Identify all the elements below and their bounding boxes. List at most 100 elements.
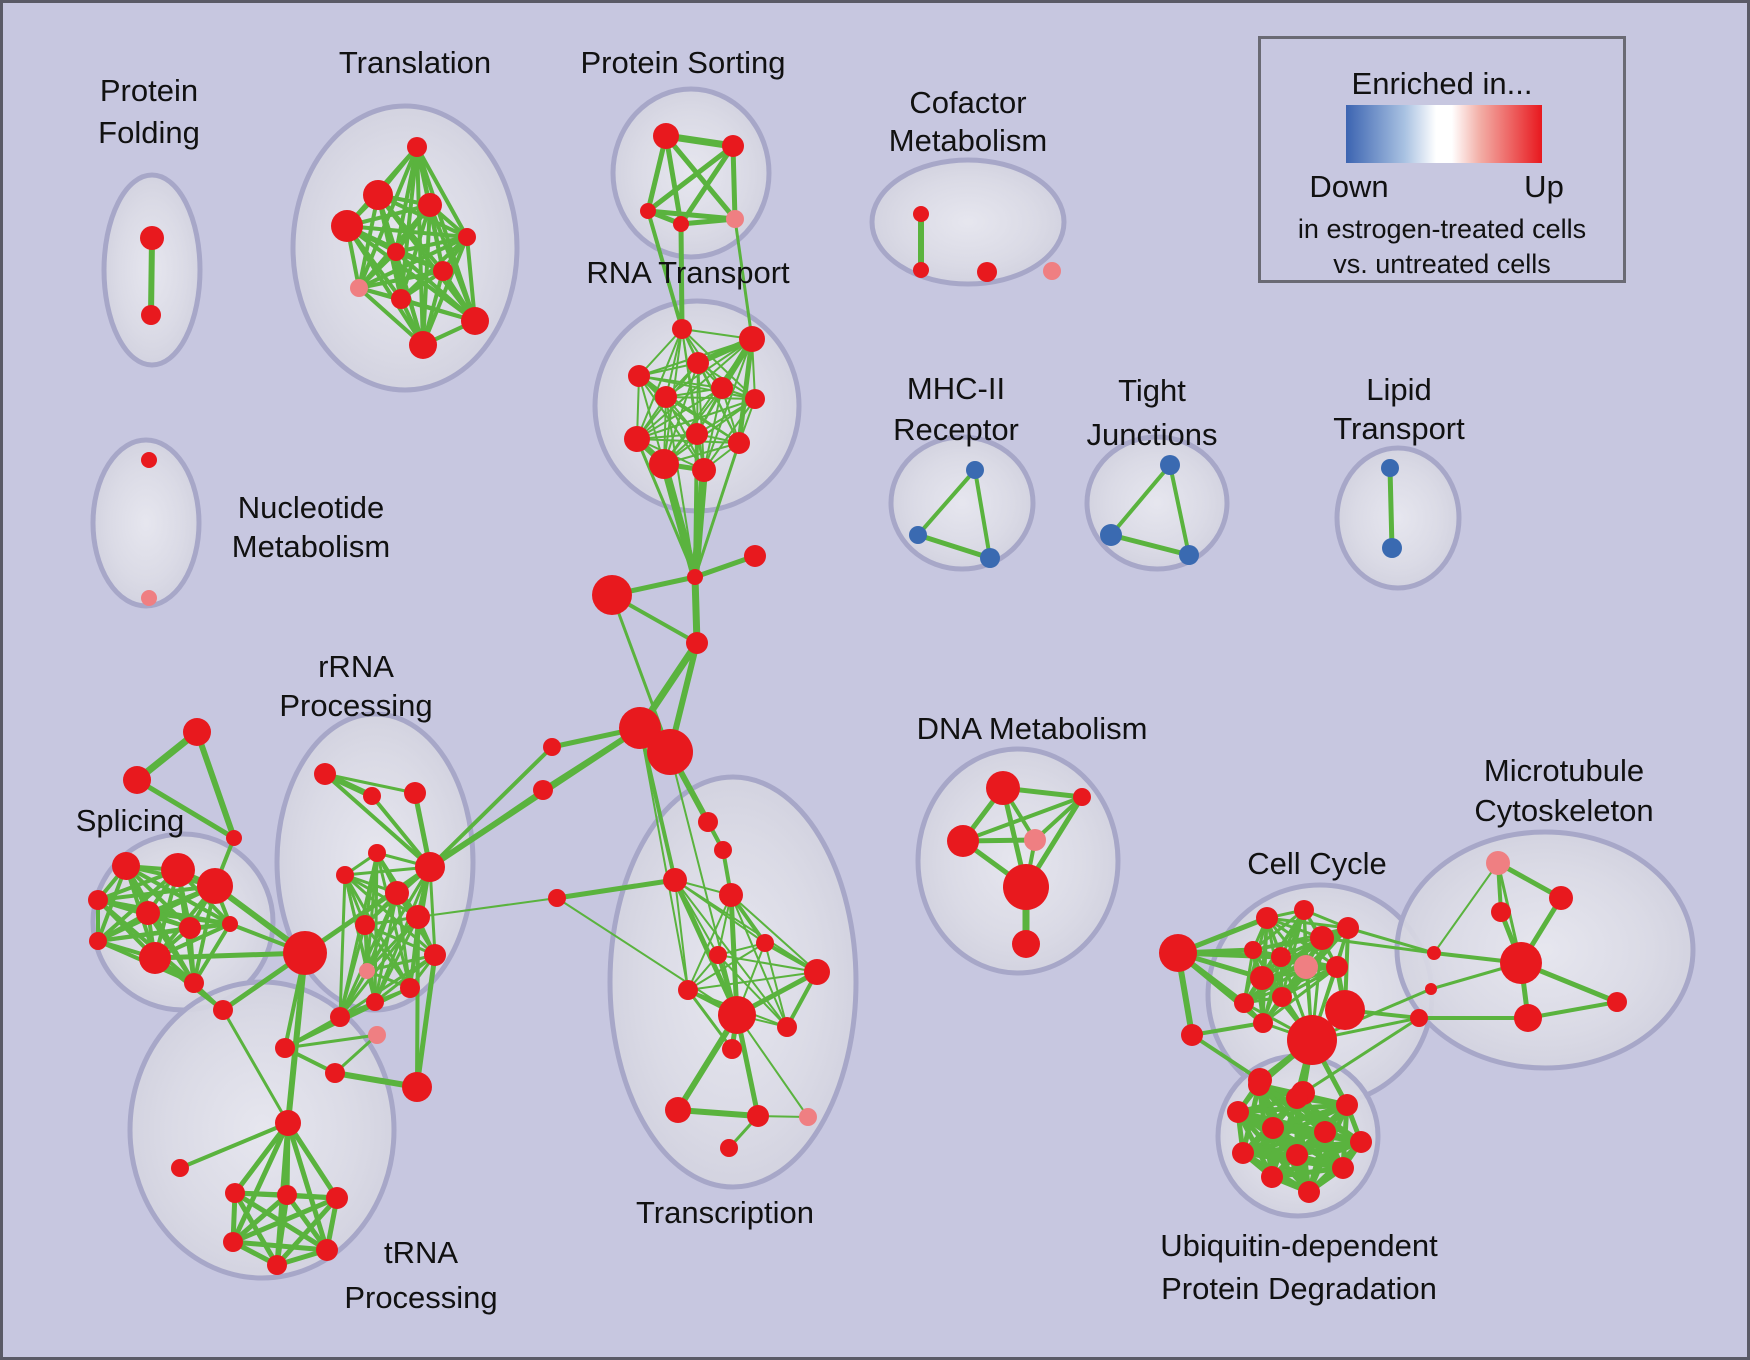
node-p5[interactable] <box>726 210 744 228</box>
node-m3[interactable] <box>980 548 1000 568</box>
node-r6[interactable] <box>336 866 354 884</box>
node-d6[interactable] <box>1012 930 1040 958</box>
node-cc7[interactable] <box>1244 941 1262 959</box>
node-s2[interactable] <box>112 852 140 880</box>
node-u4[interactable] <box>1336 1094 1358 1116</box>
node-mc7[interactable] <box>1427 946 1441 960</box>
node-r7[interactable] <box>385 881 409 905</box>
node-tn3[interactable] <box>225 1183 245 1203</box>
node-cc15[interactable] <box>1287 1015 1337 1065</box>
node-mc3[interactable] <box>1491 902 1511 922</box>
node-r17[interactable] <box>402 1072 432 1102</box>
node-st3[interactable] <box>226 830 242 846</box>
node-c10[interactable] <box>686 632 708 654</box>
node-u8[interactable] <box>1232 1142 1254 1164</box>
node-mc2[interactable] <box>1549 886 1573 910</box>
node-tn6[interactable] <box>223 1232 243 1252</box>
node-cc10[interactable] <box>1326 956 1348 978</box>
node-u2[interactable] <box>1286 1087 1308 1109</box>
node-cc13[interactable] <box>1234 993 1254 1013</box>
node-m1[interactable] <box>966 461 984 479</box>
node-t2[interactable] <box>363 180 393 210</box>
node-u5[interactable] <box>1262 1117 1284 1139</box>
node-rt11[interactable] <box>649 449 679 479</box>
node-rt3[interactable] <box>687 352 709 374</box>
node-tx11[interactable] <box>722 1039 742 1059</box>
node-cc18[interactable] <box>1325 990 1365 1030</box>
node-p2[interactable] <box>722 135 744 157</box>
node-mc5[interactable] <box>1607 992 1627 1012</box>
node-mc8[interactable] <box>1425 983 1437 995</box>
node-r9[interactable] <box>355 915 375 935</box>
node-tx2[interactable] <box>714 841 732 859</box>
node-s9[interactable] <box>139 942 171 974</box>
node-u3[interactable] <box>1227 1101 1249 1123</box>
node-r3[interactable] <box>363 787 381 805</box>
node-c5[interactable] <box>647 729 693 775</box>
node-s8[interactable] <box>89 932 107 950</box>
node-u9[interactable] <box>1286 1144 1308 1166</box>
node-cc2[interactable] <box>1181 1024 1203 1046</box>
node-cc1[interactable] <box>1159 934 1197 972</box>
node-r18[interactable] <box>368 1026 386 1044</box>
node-c2[interactable] <box>744 545 766 567</box>
node-cc6[interactable] <box>1337 917 1359 939</box>
node-r16[interactable] <box>325 1063 345 1083</box>
node-tn5[interactable] <box>326 1187 348 1209</box>
node-tx13[interactable] <box>747 1105 769 1127</box>
node-t11[interactable] <box>409 331 437 359</box>
node-t6[interactable] <box>387 243 405 261</box>
node-p4[interactable] <box>673 216 689 232</box>
node-t1[interactable] <box>407 137 427 157</box>
node-c9[interactable] <box>415 852 445 882</box>
node-cc14[interactable] <box>1253 1013 1273 1033</box>
node-s5[interactable] <box>136 901 160 925</box>
node-m2[interactable] <box>909 526 927 544</box>
node-tx12[interactable] <box>665 1097 691 1123</box>
node-r14[interactable] <box>330 1007 350 1027</box>
node-f3[interactable] <box>977 262 997 282</box>
node-c8[interactable] <box>548 889 566 907</box>
node-s1[interactable] <box>88 890 108 910</box>
node-s6[interactable] <box>179 917 201 939</box>
node-mc1[interactable] <box>1486 851 1510 875</box>
node-c3[interactable] <box>592 575 632 615</box>
node-cc4[interactable] <box>1294 900 1314 920</box>
node-cc3[interactable] <box>1256 907 1278 929</box>
node-st1[interactable] <box>183 718 211 746</box>
node-s4[interactable] <box>197 868 233 904</box>
node-tn8[interactable] <box>267 1255 287 1275</box>
node-rt10[interactable] <box>728 432 750 454</box>
node-l2[interactable] <box>1382 538 1402 558</box>
node-tx9[interactable] <box>718 996 756 1034</box>
node-tn7[interactable] <box>316 1239 338 1261</box>
node-rt6[interactable] <box>655 386 677 408</box>
node-r11[interactable] <box>424 944 446 966</box>
node-tx8[interactable] <box>678 980 698 1000</box>
node-rt9[interactable] <box>624 426 650 452</box>
node-u6[interactable] <box>1314 1121 1336 1143</box>
node-r2[interactable] <box>314 763 336 785</box>
node-u7[interactable] <box>1350 1131 1372 1153</box>
node-tx14[interactable] <box>799 1108 817 1126</box>
node-st2[interactable] <box>123 766 151 794</box>
node-u10[interactable] <box>1332 1157 1354 1179</box>
node-tn4[interactable] <box>277 1185 297 1205</box>
node-r4[interactable] <box>404 782 426 804</box>
node-cc12[interactable] <box>1272 987 1292 1007</box>
node-t8[interactable] <box>350 279 368 297</box>
node-mc6[interactable] <box>1514 1004 1542 1032</box>
node-c7[interactable] <box>533 780 553 800</box>
node-u11[interactable] <box>1261 1166 1283 1188</box>
node-t4[interactable] <box>331 210 363 242</box>
node-pf2[interactable] <box>141 305 161 325</box>
node-r15[interactable] <box>275 1038 295 1058</box>
node-rt5[interactable] <box>711 377 733 399</box>
node-cc11[interactable] <box>1250 966 1274 990</box>
node-s3[interactable] <box>161 853 195 887</box>
node-tx10[interactable] <box>777 1017 797 1037</box>
node-j2[interactable] <box>1100 524 1122 546</box>
node-tx5[interactable] <box>756 934 774 952</box>
node-s7[interactable] <box>222 916 238 932</box>
node-r1[interactable] <box>283 931 327 975</box>
